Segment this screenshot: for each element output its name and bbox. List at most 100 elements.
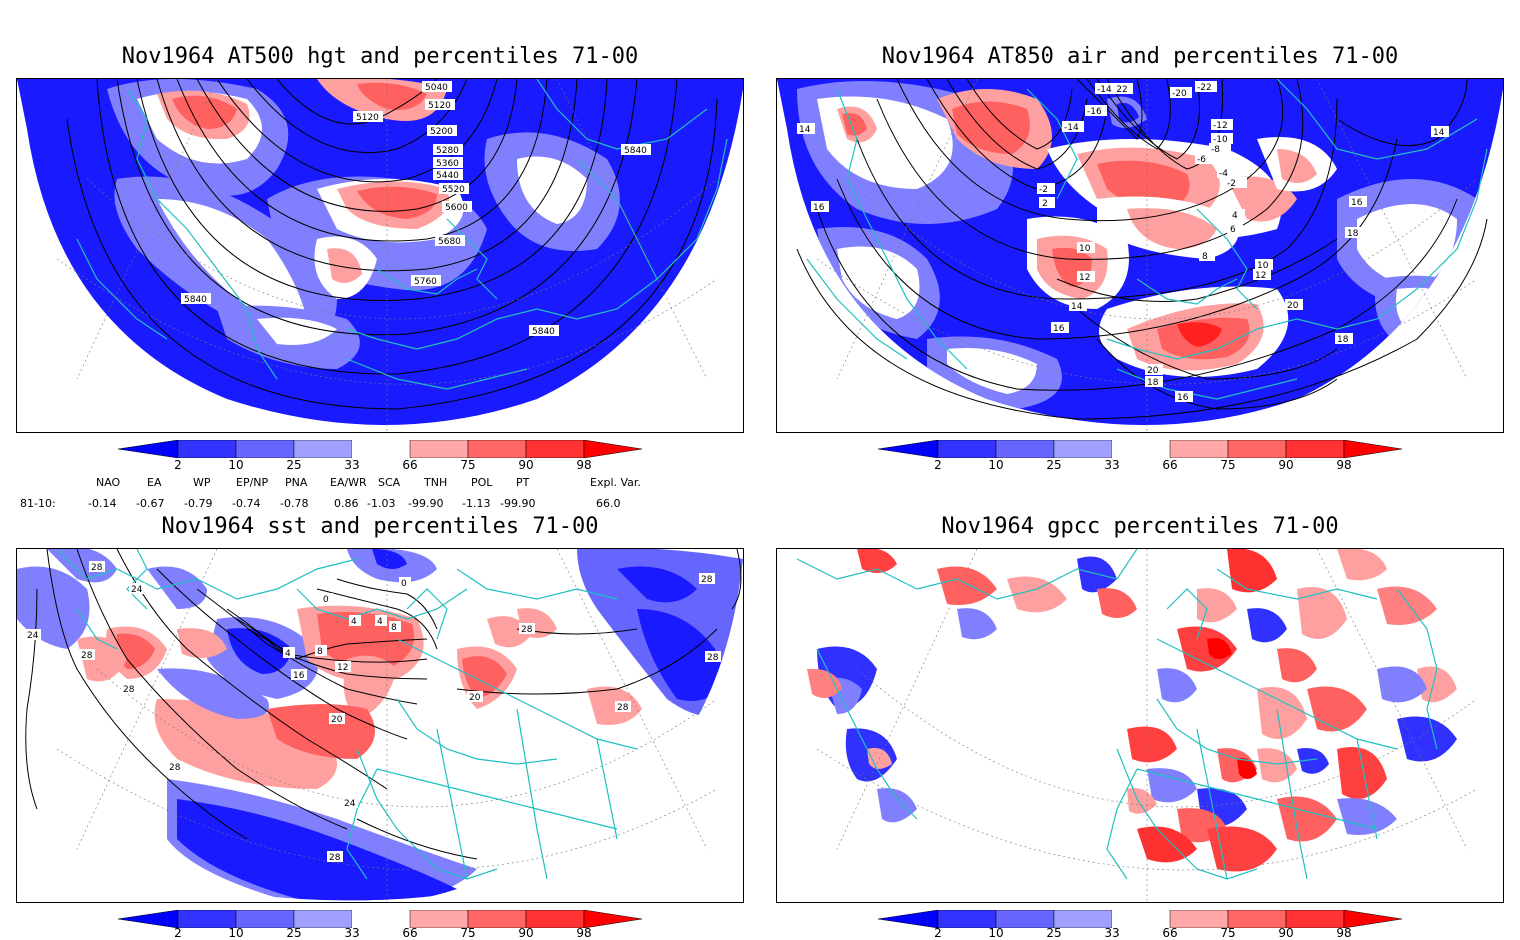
colorbar-label: 25 bbox=[286, 926, 302, 940]
colorbar-label: 75 bbox=[1220, 458, 1236, 472]
contour-label: 8 bbox=[1202, 252, 1208, 262]
contour-label: 5840 bbox=[532, 327, 555, 337]
colorbar-label: 2 bbox=[934, 926, 942, 940]
tele-header: WP bbox=[193, 476, 211, 489]
colorbar-label: 66 bbox=[402, 458, 418, 472]
contour-label: 12 bbox=[1255, 271, 1266, 281]
colorbar-label: 2 bbox=[174, 926, 182, 940]
contour-label: 14 bbox=[799, 125, 811, 135]
contour-label: 18 bbox=[1347, 229, 1359, 239]
contour-label: 5760 bbox=[414, 277, 437, 287]
colorbar-label: 10 bbox=[228, 458, 244, 472]
contour-label: 5520 bbox=[442, 185, 465, 195]
contour-label: 5360 bbox=[436, 159, 459, 169]
contour-label: 0 bbox=[323, 595, 329, 605]
contour-label: 28 bbox=[81, 651, 93, 661]
contour-label: 6 bbox=[1230, 225, 1236, 235]
contour-label: 18 bbox=[1147, 378, 1159, 388]
tele-row-label: 81-10: bbox=[20, 497, 56, 510]
contour-label: 20 bbox=[1287, 301, 1299, 311]
map-air850[interactable]: -22 -22 -20 -16 -14 -14 -12 -10 -8 -6 -4… bbox=[776, 78, 1504, 433]
map-sst[interactable]: 28 24 28 28 24 4 8 12 16 20 24 28 0 0 4 … bbox=[16, 548, 744, 903]
contour-label: 16 bbox=[1053, 324, 1065, 334]
contour-label: 8 bbox=[391, 623, 397, 633]
colorbar-label: 2 bbox=[174, 458, 182, 472]
colorbar-label: 75 bbox=[1220, 926, 1236, 940]
tele-header: EP/NP bbox=[236, 476, 269, 489]
tele-value: 66.0 bbox=[596, 497, 621, 510]
tele-value: -99.90 bbox=[408, 497, 444, 510]
colorbar-label: 25 bbox=[286, 458, 302, 472]
contour-label: 12 bbox=[337, 663, 348, 673]
tele-value: -0.67 bbox=[136, 497, 165, 510]
contour-label: 18 bbox=[1337, 335, 1349, 345]
colorbar-label: 10 bbox=[228, 926, 244, 940]
contour-label: -12 bbox=[1213, 121, 1228, 131]
contour-label: 20 bbox=[331, 715, 343, 725]
colorbar-bottom-right: 2 10 25 33 66 75 90 98 bbox=[877, 909, 1403, 940]
colorbar-top-left: 2 10 25 33 66 75 90 98 bbox=[117, 439, 643, 476]
contour-label: -2 bbox=[1039, 185, 1048, 195]
tele-header: EA bbox=[147, 476, 162, 489]
contour-label: -22 bbox=[1113, 85, 1128, 95]
map-hgt500[interactable]: 5040 5120 5120 5200 5280 5360 5440 5520 … bbox=[16, 78, 744, 433]
contour-label: 28 bbox=[521, 625, 533, 635]
colorbar-label: 75 bbox=[460, 926, 476, 940]
contour-label: 10 bbox=[1257, 261, 1269, 271]
contour-label: 5840 bbox=[184, 295, 207, 305]
contour-label: 28 bbox=[329, 853, 341, 863]
colorbar-top-right: 2 10 25 33 66 75 90 98 bbox=[877, 439, 1403, 476]
tele-value: -1.13 bbox=[462, 497, 491, 510]
tele-value: -0.14 bbox=[88, 497, 117, 510]
gpcc-anomaly-blobs bbox=[807, 549, 1457, 872]
contour-label: 4 bbox=[1232, 211, 1238, 221]
colorbar-label: 90 bbox=[1278, 458, 1294, 472]
colorbar-svg bbox=[877, 439, 1403, 459]
contour-label: 2 bbox=[1042, 199, 1048, 209]
map-air850-svg: -22 -22 -20 -16 -14 -14 -12 -10 -8 -6 -4… bbox=[777, 79, 1503, 432]
contour-label: 10 bbox=[1079, 244, 1091, 254]
panel-title-air850: Nov1964 AT850 air and percentiles 71-00 bbox=[881, 44, 1399, 69]
contour-label: -14 bbox=[1097, 85, 1112, 95]
contour-label: 28 bbox=[169, 763, 181, 773]
contour-label: -22 bbox=[1197, 83, 1212, 93]
contour-label: 28 bbox=[617, 703, 629, 713]
tele-header: Expl. Var. bbox=[590, 476, 641, 489]
contour-label: 5600 bbox=[445, 203, 468, 213]
colorbar-label: 33 bbox=[344, 926, 360, 940]
colorbar-svg bbox=[117, 909, 643, 929]
contour-label: 5840 bbox=[624, 146, 647, 156]
tele-value: -1.03 bbox=[367, 497, 396, 510]
contour-label: 16 bbox=[1177, 393, 1189, 403]
contour-label: 4 bbox=[351, 617, 357, 627]
colorbar-label: 98 bbox=[576, 926, 592, 940]
contour-label: 4 bbox=[285, 649, 291, 659]
hgt500-contour-labels: 5040 5120 5120 5200 5280 5360 5440 5520 … bbox=[181, 81, 651, 337]
contour-label: -4 bbox=[1219, 169, 1228, 179]
tele-value: -99.90 bbox=[500, 497, 536, 510]
colorbar-label: 10 bbox=[988, 926, 1004, 940]
contour-label: 24 bbox=[344, 799, 356, 809]
colorbar-label: 25 bbox=[1046, 458, 1062, 472]
colorbar-label: 33 bbox=[1104, 458, 1120, 472]
colorbar-label: 98 bbox=[1336, 926, 1352, 940]
contour-label: -8 bbox=[1211, 145, 1220, 155]
contour-label: 5040 bbox=[425, 83, 448, 93]
colorbar-label: 66 bbox=[1162, 926, 1178, 940]
panel-title-hgt500: Nov1964 AT500 hgt and percentiles 71-00 bbox=[121, 44, 639, 69]
colorbar-label: 90 bbox=[518, 458, 534, 472]
contour-label: 16 bbox=[1351, 198, 1363, 208]
map-sst-svg: 28 24 28 28 24 4 8 12 16 20 24 28 0 0 4 … bbox=[17, 549, 743, 902]
contour-label: -14 bbox=[1064, 123, 1079, 133]
contour-label: 14 bbox=[1071, 302, 1083, 312]
contour-label: -16 bbox=[1087, 107, 1102, 117]
tele-header: EA/WR bbox=[330, 476, 367, 489]
contour-label: -2 bbox=[1227, 179, 1236, 189]
contour-label: 5120 bbox=[356, 113, 379, 123]
map-gpcc[interactable] bbox=[776, 548, 1504, 903]
contour-label: -6 bbox=[1197, 155, 1206, 165]
contour-label: -20 bbox=[1172, 89, 1187, 99]
contour-label: 28 bbox=[701, 575, 713, 585]
colorbar-label: 98 bbox=[576, 458, 592, 472]
colorbar-label: 33 bbox=[344, 458, 360, 472]
